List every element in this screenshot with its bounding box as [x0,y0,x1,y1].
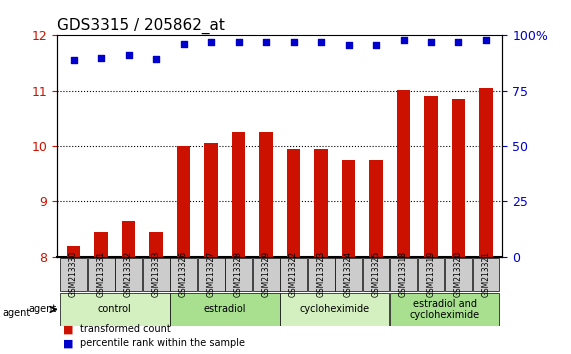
Text: percentile rank within the sample: percentile rank within the sample [80,338,245,348]
Text: GSM213332: GSM213332 [124,251,133,297]
Text: GSM213325: GSM213325 [372,251,380,297]
Point [454,39,463,45]
Point [96,55,106,60]
Point [316,39,325,45]
Bar [314,149,328,257]
Point [372,42,381,48]
Bar [176,146,191,257]
Point [69,57,78,63]
FancyBboxPatch shape [445,258,472,291]
FancyBboxPatch shape [143,258,170,291]
Point [344,42,353,48]
Bar [287,149,300,257]
Text: GSM213321: GSM213321 [481,251,490,297]
Text: agent: agent [29,304,57,314]
Point [262,39,271,45]
Text: agent: agent [3,308,31,318]
Text: GSM213327: GSM213327 [207,251,216,297]
FancyBboxPatch shape [417,258,444,291]
Text: ■: ■ [63,324,73,334]
FancyBboxPatch shape [252,258,280,291]
Point [289,39,298,45]
Text: GSM213328: GSM213328 [234,251,243,297]
Bar [67,246,81,257]
Bar [452,99,465,257]
Point [151,56,160,62]
Bar [424,96,438,257]
Bar [232,132,246,257]
Text: control: control [98,304,132,314]
Text: GSM213329: GSM213329 [262,251,271,297]
FancyBboxPatch shape [60,258,87,291]
FancyBboxPatch shape [280,258,307,291]
FancyBboxPatch shape [170,258,197,291]
Bar [259,132,273,257]
Text: GSM213322: GSM213322 [289,251,298,297]
Text: cycloheximide: cycloheximide [300,304,370,314]
Text: GSM213333: GSM213333 [151,251,160,297]
Text: GSM213319: GSM213319 [427,251,436,297]
Text: GSM213318: GSM213318 [399,251,408,297]
FancyBboxPatch shape [170,293,280,326]
FancyBboxPatch shape [390,293,500,326]
Text: estradiol and
cycloheximide: estradiol and cycloheximide [409,299,480,320]
Bar [341,160,355,257]
Point [207,39,216,45]
Bar [94,232,108,257]
Point [427,39,436,45]
Text: GDS3315 / 205862_at: GDS3315 / 205862_at [57,18,225,34]
FancyBboxPatch shape [280,293,389,326]
FancyBboxPatch shape [390,258,417,291]
Bar [397,90,411,257]
FancyBboxPatch shape [225,258,252,291]
FancyBboxPatch shape [473,258,500,291]
Text: GSM213324: GSM213324 [344,251,353,297]
FancyBboxPatch shape [198,258,224,291]
Text: estradiol: estradiol [203,304,246,314]
Bar [369,160,383,257]
FancyBboxPatch shape [60,293,170,326]
Text: GSM213320: GSM213320 [454,251,463,297]
FancyBboxPatch shape [308,258,335,291]
Point [399,37,408,42]
Point [481,37,490,42]
Text: GSM213330: GSM213330 [69,251,78,297]
Bar [149,232,163,257]
Text: GSM213331: GSM213331 [96,251,106,297]
FancyBboxPatch shape [363,258,389,291]
Point [234,39,243,45]
FancyBboxPatch shape [115,258,142,291]
Text: transformed count: transformed count [80,324,171,334]
Text: GSM213323: GSM213323 [316,251,325,297]
Text: ■: ■ [63,338,73,348]
FancyBboxPatch shape [87,258,115,291]
Bar [479,88,493,257]
Text: GSM213326: GSM213326 [179,251,188,297]
FancyBboxPatch shape [335,258,362,291]
Bar [122,221,135,257]
Point [124,52,133,58]
Point [179,41,188,46]
Bar [204,143,218,257]
